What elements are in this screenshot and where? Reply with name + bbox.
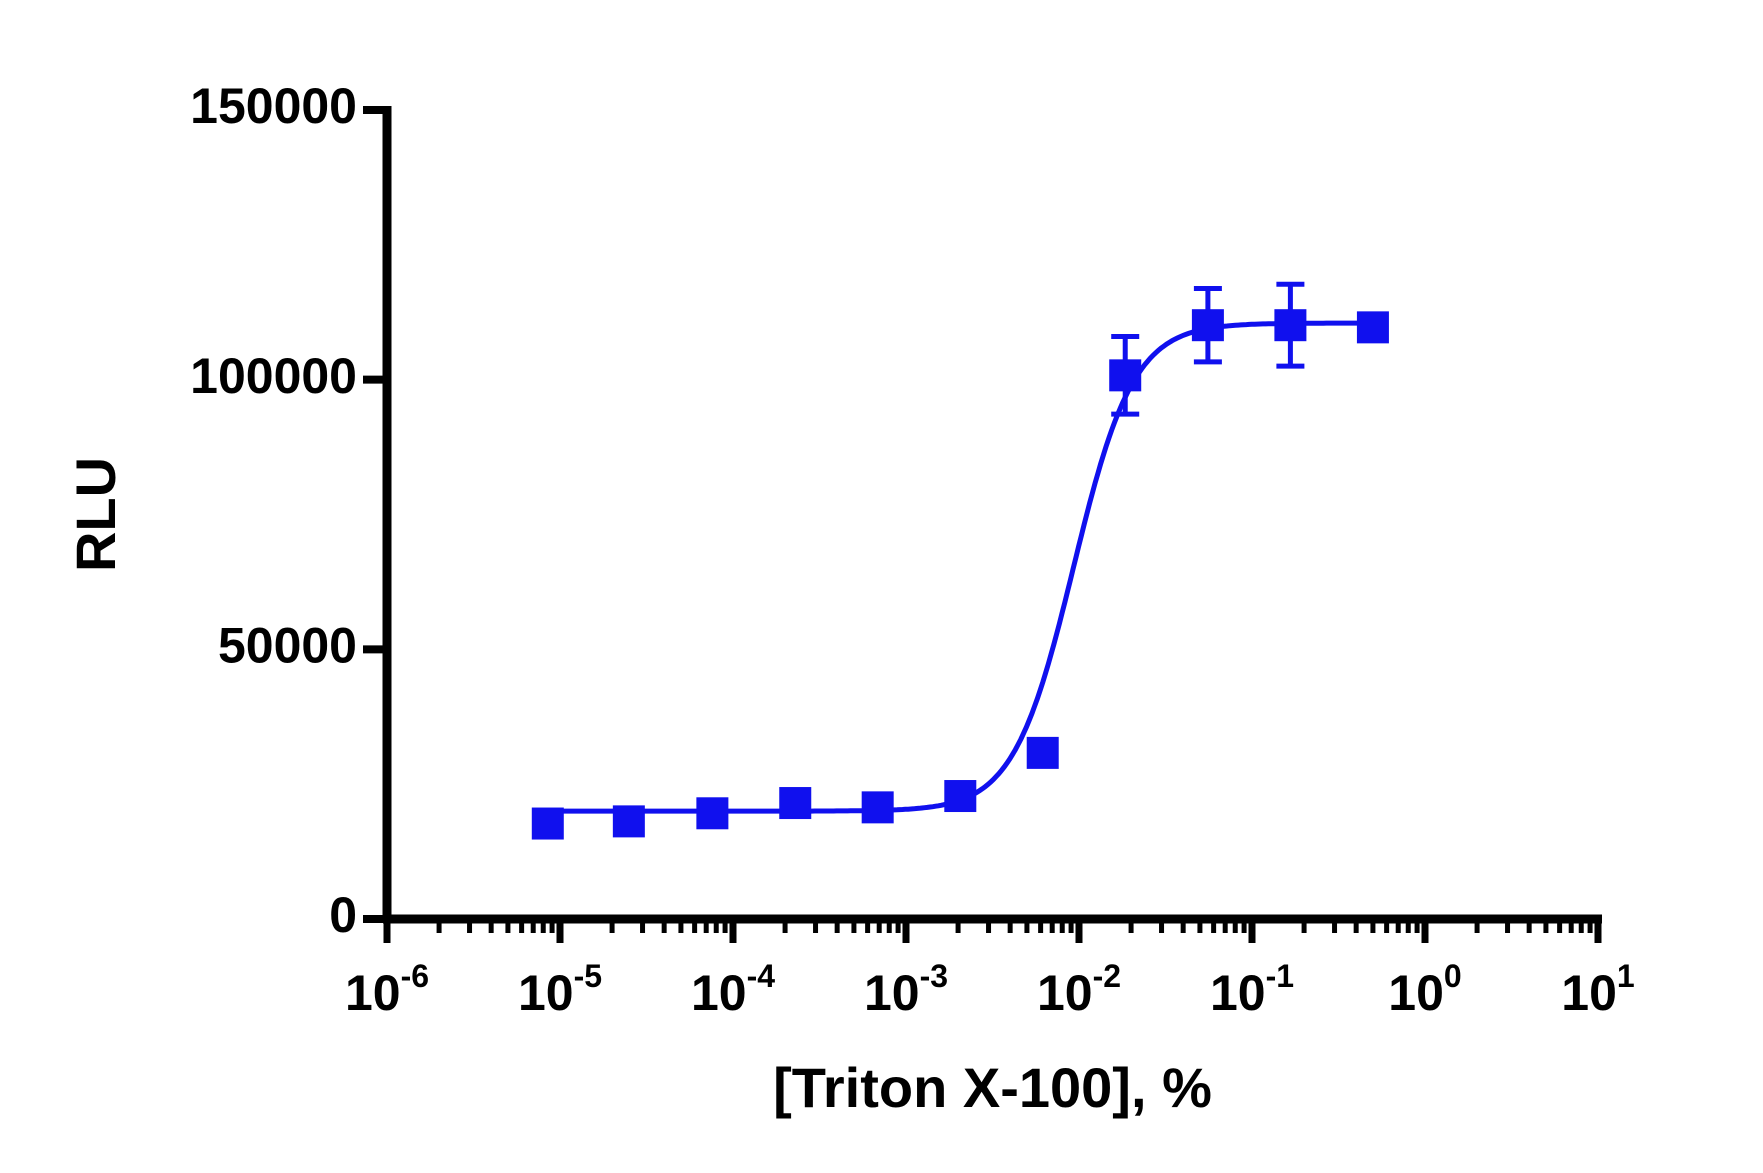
x-tick-label: 10-3 bbox=[864, 958, 948, 1021]
y-axis-label: RLU bbox=[64, 457, 127, 572]
x-tick-base: 10 bbox=[518, 965, 574, 1021]
data-point bbox=[779, 787, 812, 820]
data-point bbox=[1026, 736, 1059, 769]
data-point bbox=[944, 780, 977, 813]
x-tick-base: 10 bbox=[691, 965, 747, 1021]
y-tick-label: 0 bbox=[329, 887, 357, 943]
y-tick-label: 100000 bbox=[190, 348, 357, 404]
x-tick-label: 10-6 bbox=[345, 958, 429, 1021]
data-point bbox=[1274, 309, 1307, 342]
x-tick-label: 101 bbox=[1561, 958, 1634, 1021]
x-tick-exponent: 0 bbox=[1444, 958, 1462, 994]
y-tick-label: 50000 bbox=[218, 618, 357, 674]
fit-curve bbox=[547, 320, 1373, 814]
x-tick-label: 10-4 bbox=[691, 958, 775, 1021]
data-point bbox=[1109, 359, 1142, 392]
x-tick-base: 10 bbox=[1210, 965, 1266, 1021]
x-tick-exponent: -5 bbox=[574, 958, 602, 994]
x-tick-exponent: -6 bbox=[401, 958, 429, 994]
x-tick-exponent: 1 bbox=[1617, 958, 1635, 994]
data-point bbox=[612, 805, 645, 838]
x-tick-base: 10 bbox=[345, 965, 401, 1021]
x-tick-base: 10 bbox=[1561, 965, 1617, 1021]
x-tick-base: 10 bbox=[1388, 965, 1444, 1021]
x-tick-base: 10 bbox=[864, 965, 920, 1021]
x-tick-base: 10 bbox=[1037, 965, 1093, 1021]
x-tick-exponent: -4 bbox=[747, 958, 776, 994]
x-tick-exponent: -1 bbox=[1266, 958, 1294, 994]
data-point bbox=[696, 797, 729, 830]
data-point bbox=[1356, 311, 1389, 344]
x-tick-label: 10-5 bbox=[518, 958, 602, 1021]
x-tick-exponent: -2 bbox=[1093, 958, 1121, 994]
data-point bbox=[861, 791, 894, 824]
x-axis-label: [Triton X-100], % bbox=[773, 1056, 1212, 1119]
x-tick-label: 100 bbox=[1388, 958, 1461, 1021]
x-tick-label: 10-2 bbox=[1037, 958, 1121, 1021]
x-tick-exponent: -3 bbox=[920, 958, 948, 994]
data-point bbox=[1191, 309, 1224, 342]
x-tick-label: 10-1 bbox=[1210, 958, 1294, 1021]
data-point bbox=[531, 807, 564, 840]
y-tick-label: 150000 bbox=[190, 78, 357, 134]
